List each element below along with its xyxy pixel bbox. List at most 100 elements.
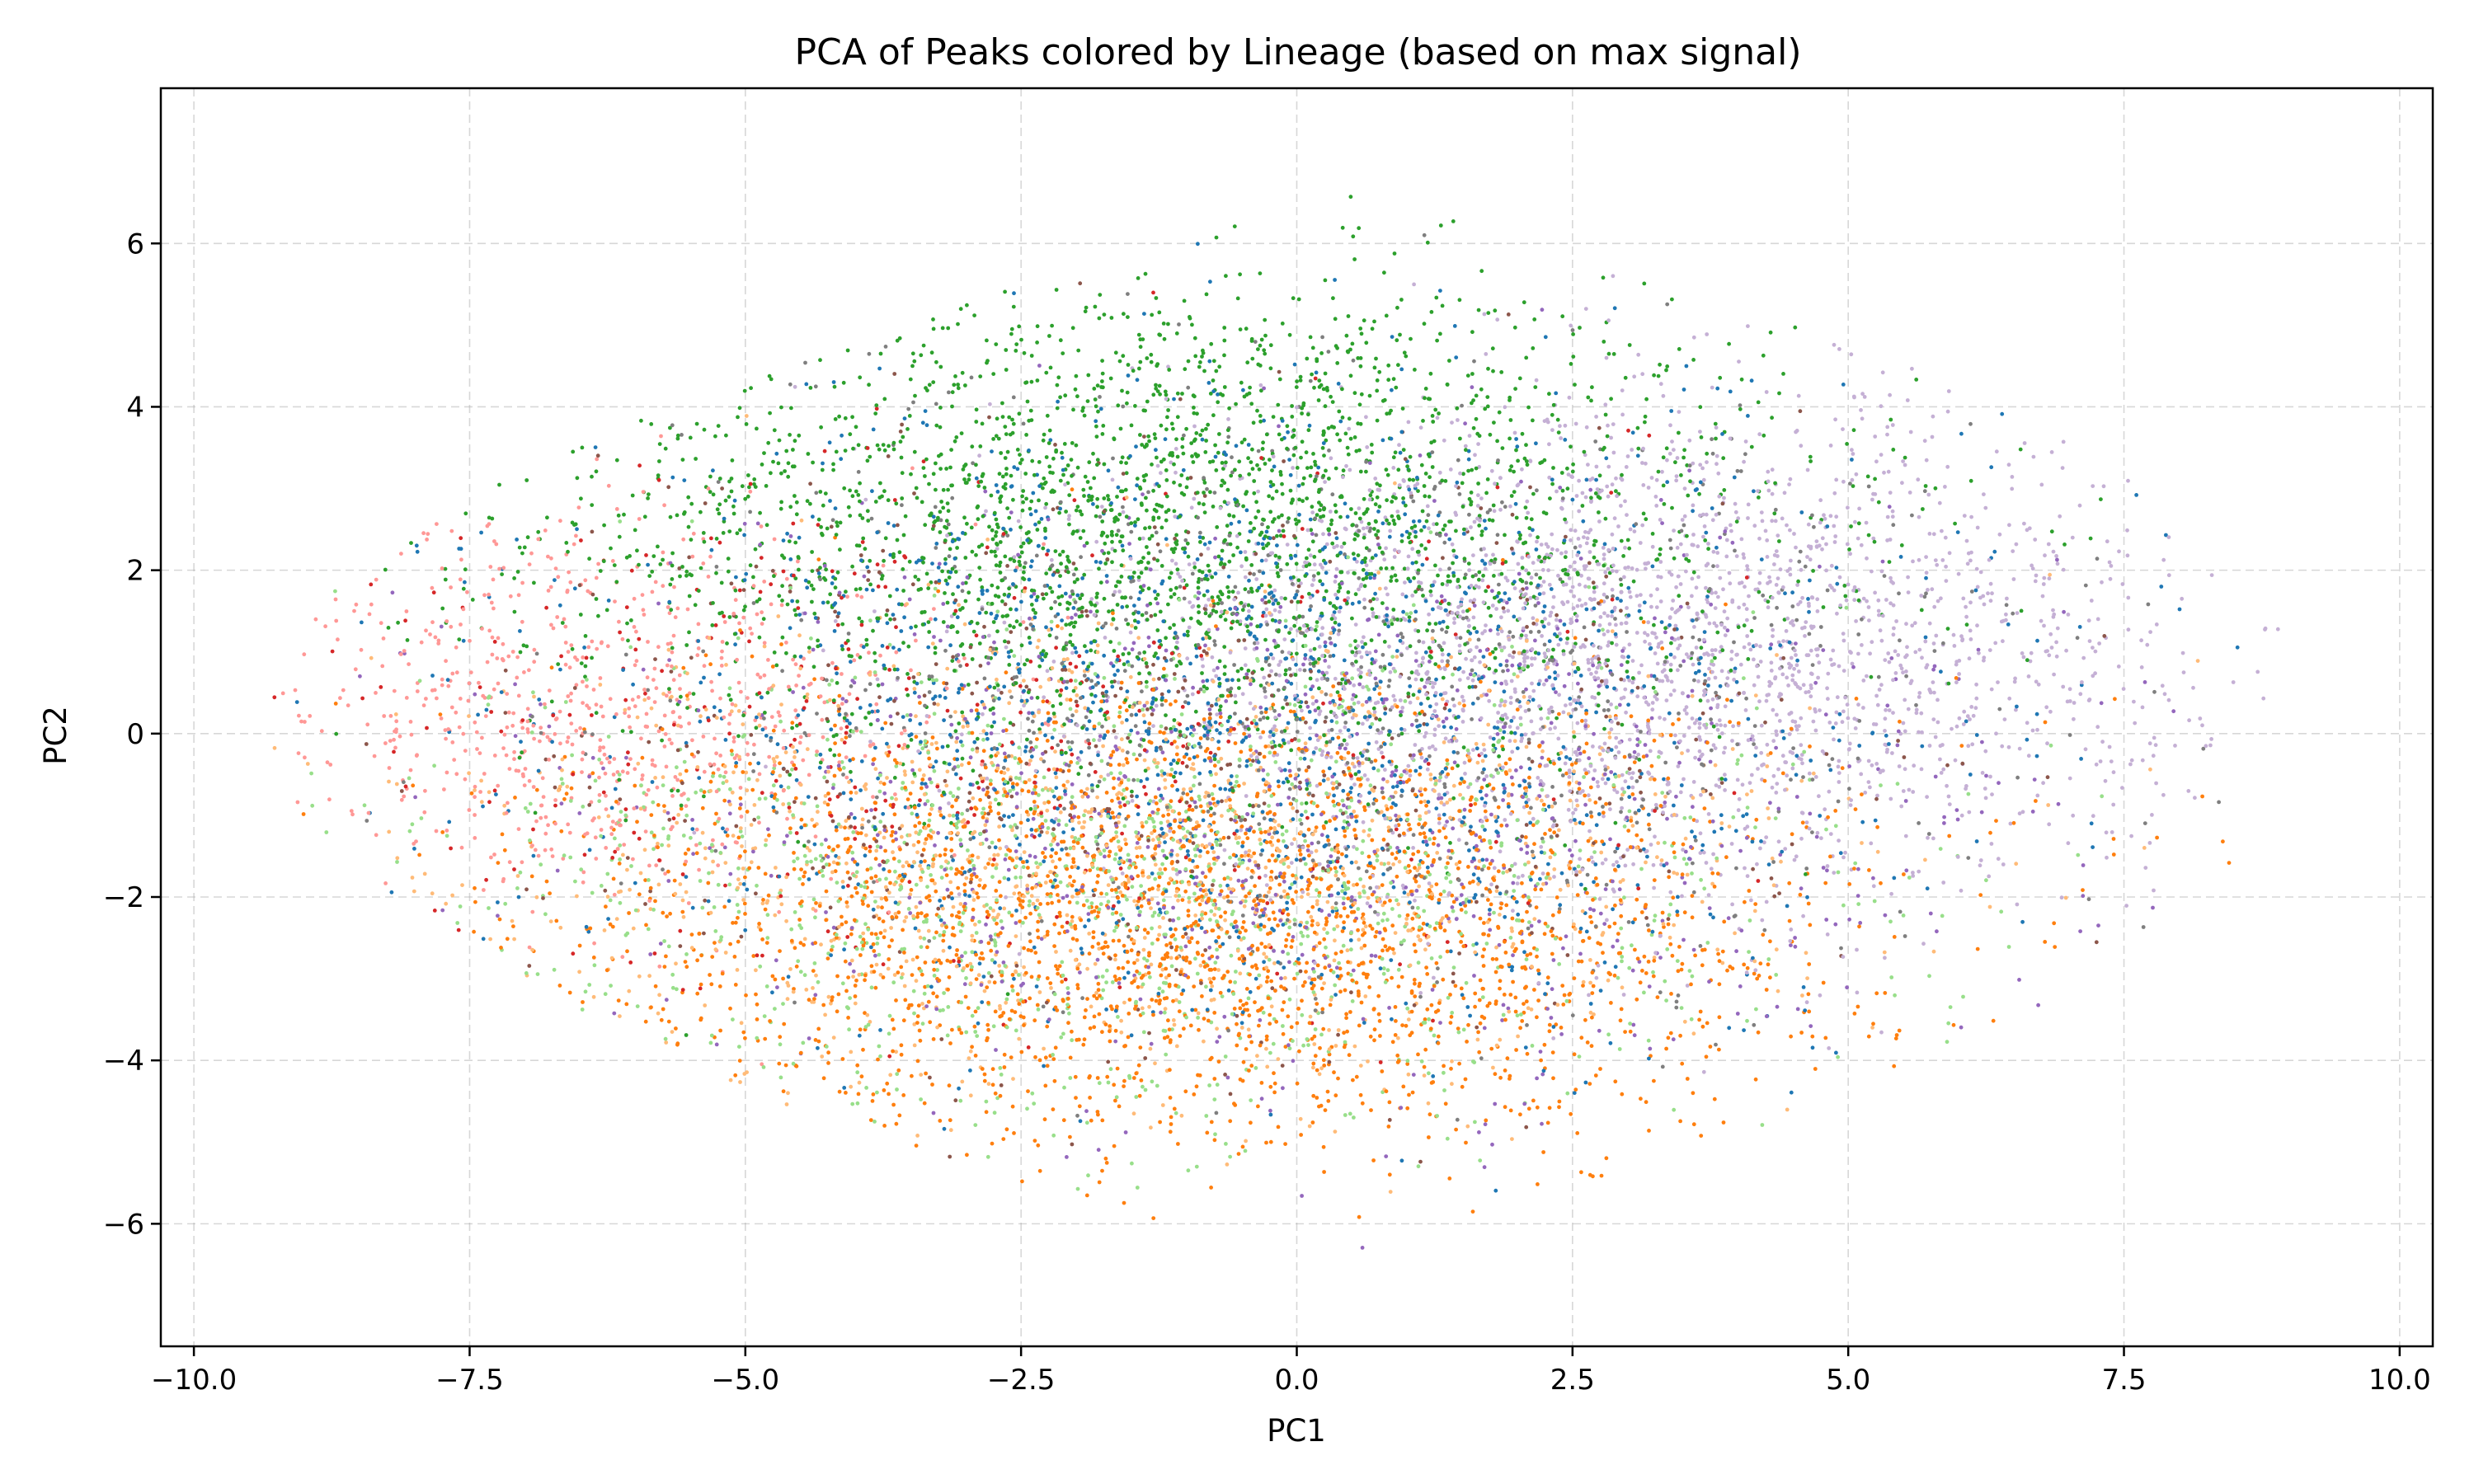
scatter-point-lineage-light-green	[1627, 965, 1632, 970]
scatter-point-lineage-blue	[1070, 827, 1075, 832]
scatter-point-lineage-blue	[774, 451, 779, 456]
scatter-point-lineage-green	[1413, 368, 1417, 372]
scatter-point-lineage-light-orange	[1207, 977, 1212, 981]
scatter-point-lineage-orange	[798, 1050, 803, 1055]
scatter-point-lineage-green	[1493, 308, 1498, 313]
scatter-point-lineage-orange	[1010, 984, 1014, 989]
scatter-point-lineage-lavender	[1844, 598, 1849, 603]
scatter-point-lineage-lavender	[1883, 729, 1887, 733]
scatter-point-lineage-light-green	[1416, 905, 1420, 910]
scatter-point-lineage-orange	[1416, 849, 1421, 854]
scatter-point-lineage-light-orange	[814, 973, 818, 978]
scatter-point-lineage-light-orange	[422, 871, 427, 876]
scatter-point-lineage-blue	[1834, 566, 1839, 570]
scatter-point-lineage-green	[938, 510, 943, 514]
scatter-point-lineage-green	[1216, 554, 1221, 559]
scatter-point-lineage-light-orange	[305, 762, 310, 766]
scatter-point-lineage-light-orange	[1147, 1004, 1151, 1009]
scatter-point-lineage-lavender	[1815, 830, 1820, 835]
scatter-point-lineage-blue	[1181, 989, 1186, 993]
scatter-point-lineage-green	[818, 760, 823, 765]
scatter-point-lineage-purple	[1609, 770, 1614, 774]
scatter-point-lineage-green	[1206, 563, 1211, 568]
scatter-point-lineage-blue	[1626, 702, 1630, 707]
scatter-point-lineage-lavender	[1871, 536, 1876, 541]
scatter-point-lineage-light-green	[887, 1031, 891, 1036]
scatter-point-lineage-light-green	[1352, 1115, 1356, 1120]
scatter-point-lineage-lavender	[1290, 842, 1294, 846]
scatter-point-lineage-light-green	[1348, 643, 1352, 648]
scatter-point-lineage-lavender	[1939, 771, 1944, 775]
scatter-point-lineage-purple	[984, 837, 989, 842]
scatter-point-lineage-grey	[1253, 340, 1258, 344]
scatter-point-lineage-blue	[1768, 646, 1773, 650]
scatter-point-lineage-purple	[1519, 847, 1523, 852]
scatter-point-lineage-lavender	[1649, 604, 1653, 609]
scatter-point-lineage-green	[1474, 393, 1479, 398]
scatter-point-lineage-blue	[1012, 465, 1017, 470]
scatter-point-lineage-orange	[1339, 950, 1343, 954]
scatter-point-lineage-lavender	[1391, 693, 1396, 698]
scatter-point-lineage-green	[702, 427, 707, 432]
scatter-point-lineage-blue	[2000, 411, 2005, 416]
scatter-point-lineage-lavender	[1373, 477, 1378, 481]
scatter-point-lineage-green	[1423, 387, 1428, 391]
scatter-point-lineage-lavender	[1636, 352, 1641, 357]
scatter-point-lineage-lavender	[1639, 593, 1643, 597]
scatter-point-lineage-light-orange	[1987, 904, 1992, 909]
scatter-point-lineage-light-orange	[711, 859, 715, 864]
scatter-point-lineage-light-orange	[1183, 834, 1188, 838]
scatter-point-lineage-lavender	[1713, 675, 1718, 680]
scatter-point-lineage-brown	[1118, 686, 1123, 691]
scatter-point-lineage-orange	[1280, 1007, 1285, 1012]
scatter-point-lineage-light-orange	[948, 813, 952, 818]
scatter-point-lineage-green	[856, 443, 861, 448]
scatter-point-lineage-orange	[1372, 1027, 1377, 1032]
scatter-point-lineage-red	[360, 696, 365, 701]
scatter-point-lineage-light-green	[1948, 1005, 1953, 1009]
scatter-point-lineage-light-green	[1179, 712, 1184, 716]
scatter-point-lineage-green	[1018, 461, 1023, 466]
scatter-point-lineage-blue	[1164, 537, 1169, 542]
scatter-point-lineage-green	[1636, 446, 1641, 451]
scatter-point-lineage-lavender	[1868, 651, 1873, 656]
scatter-point-lineage-purple	[1399, 1106, 1404, 1111]
scatter-point-lineage-light-orange	[1204, 892, 1209, 897]
scatter-point-lineage-lavender	[1850, 661, 1855, 666]
scatter-point-lineage-lavender	[2066, 841, 2071, 846]
scatter-point-lineage-orange	[900, 878, 905, 883]
scatter-point-lineage-blue	[1282, 780, 1286, 785]
scatter-point-lineage-purple	[1037, 655, 1042, 659]
scatter-point-lineage-lavender	[1540, 871, 1545, 876]
scatter-point-lineage-purple	[1540, 755, 1545, 760]
scatter-point-lineage-lavender	[1884, 598, 1888, 602]
scatter-point-lineage-orange	[985, 909, 990, 914]
scatter-point-lineage-green	[1037, 460, 1042, 464]
scatter-point-lineage-red	[1120, 831, 1124, 836]
scatter-point-lineage-red	[974, 633, 979, 638]
scatter-point-lineage-green	[687, 594, 692, 599]
scatter-point-lineage-green	[1489, 613, 1493, 618]
scatter-point-lineage-light-green	[1017, 973, 1021, 977]
scatter-point-lineage-green	[1469, 491, 1474, 495]
scatter-point-lineage-light-orange	[904, 959, 909, 964]
scatter-point-lineage-purple	[1141, 584, 1146, 588]
scatter-point-lineage-green	[1559, 471, 1564, 475]
scatter-point-lineage-light-orange	[1486, 688, 1491, 693]
scatter-point-lineage-green	[1295, 379, 1299, 383]
scatter-point-lineage-orange	[666, 1019, 671, 1024]
scatter-point-lineage-blue	[732, 498, 737, 503]
scatter-point-lineage-purple	[1028, 616, 1032, 621]
scatter-point-lineage-orange	[1159, 973, 1164, 978]
scatter-point-lineage-light-green	[869, 985, 874, 990]
scatter-point-lineage-light-orange	[1428, 777, 1433, 782]
scatter-point-lineage-brown	[1408, 753, 1413, 758]
scatter-point-lineage-lavender	[1413, 898, 1417, 903]
scatter-point-lineage-lavender	[1573, 807, 1578, 812]
scatter-point-lineage-light-orange	[918, 935, 923, 940]
scatter-point-lineage-pink	[477, 680, 481, 685]
scatter-point-lineage-orange	[1035, 1003, 1040, 1007]
scatter-point-lineage-brown	[912, 491, 916, 495]
scatter-point-lineage-grey	[1500, 500, 1504, 505]
scatter-point-lineage-lavender	[1917, 557, 1921, 562]
